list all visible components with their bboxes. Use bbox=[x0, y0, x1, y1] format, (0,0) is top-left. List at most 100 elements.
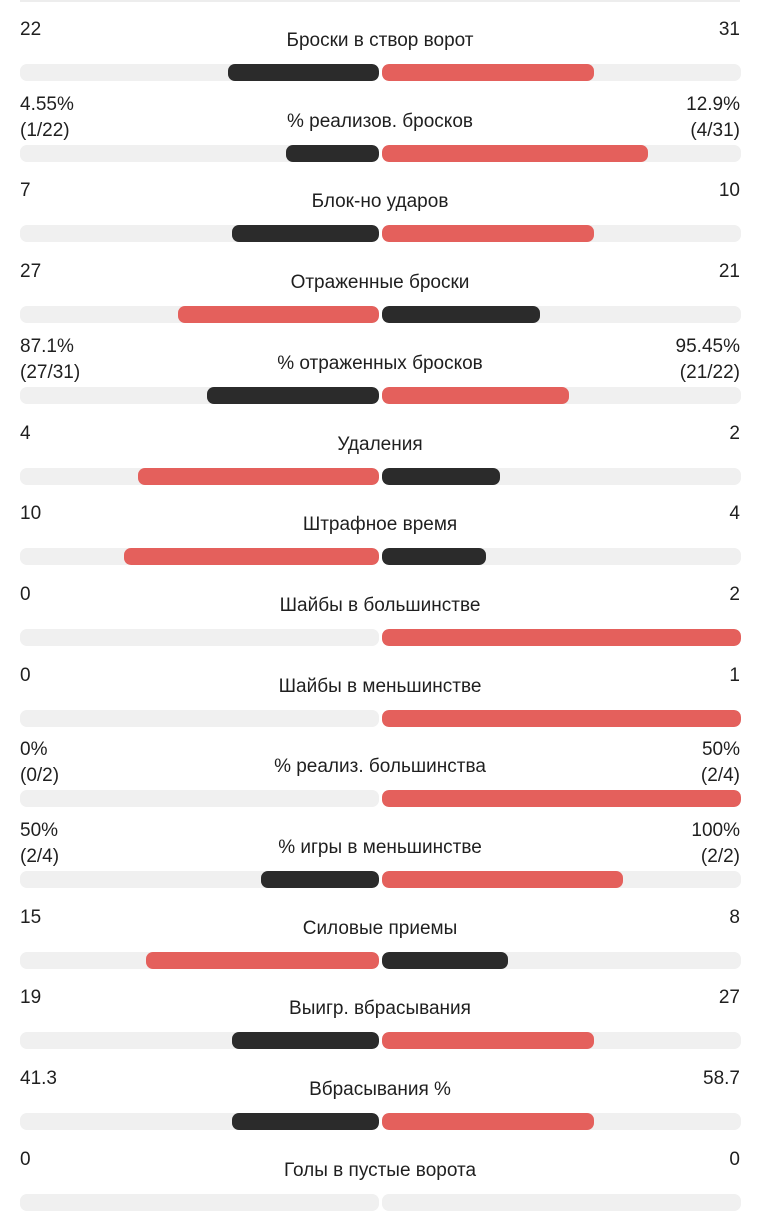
away-value: 31 bbox=[610, 17, 740, 43]
stat-row-15: 0 Голы в пустые ворота 0 bbox=[0, 1141, 760, 1222]
home-value-main: 22 bbox=[20, 19, 42, 40]
away-bar-fill bbox=[382, 790, 741, 808]
away-value-main: 2 bbox=[729, 422, 740, 444]
away-value: 100% (2/2) bbox=[610, 818, 740, 870]
stat-row-13: 19 Выигр. вбрасывания 27 bbox=[0, 979, 760, 1060]
away-value-main: 0 bbox=[729, 1148, 740, 1170]
home-value: 41.3 bbox=[20, 1066, 150, 1092]
home-bar-fill bbox=[231, 225, 379, 243]
home-bar-track bbox=[20, 225, 379, 243]
home-bar-fill bbox=[177, 306, 379, 324]
away-value: 4 bbox=[610, 501, 740, 527]
stat-row-5: 87.1% (27/31)% отраженных бросков 95.45% (2… bbox=[0, 334, 760, 415]
away-value-main: 95.45% bbox=[675, 335, 740, 357]
home-bar-track bbox=[20, 628, 379, 646]
away-value: 1 bbox=[610, 663, 740, 689]
home-value-main: 19 bbox=[20, 987, 42, 1009]
away-value-main: 2 bbox=[729, 583, 740, 605]
home-value-main: 0 bbox=[20, 583, 31, 605]
away-bar-track bbox=[382, 871, 741, 888]
away-bar-track bbox=[382, 709, 741, 727]
away-bar-track bbox=[382, 628, 741, 646]
away-value-main: 8 bbox=[729, 906, 740, 928]
away-bar-fill bbox=[382, 144, 648, 162]
home-bar-fill bbox=[206, 386, 379, 404]
home-value-main: 0 bbox=[20, 664, 31, 686]
away-value: 12.9% (4/31) bbox=[610, 92, 740, 144]
away-value: 8 bbox=[610, 905, 740, 931]
home-bar-track bbox=[20, 64, 379, 81]
away-value-main: 10 bbox=[718, 180, 740, 202]
stat-row-2: 4.55% (1/22)% реализов. бросков 12.9% (4/31… bbox=[0, 92, 760, 173]
away-bar-track bbox=[382, 64, 741, 81]
stat-row-4: 27 Отраженные броски 21 bbox=[0, 253, 760, 334]
home-value-main: 50% bbox=[20, 820, 59, 841]
home-value: 10 bbox=[20, 501, 150, 527]
home-bar-track bbox=[20, 467, 379, 485]
away-bar-fill bbox=[382, 951, 508, 969]
home-value: 4 bbox=[20, 421, 150, 447]
away-bar-track bbox=[382, 144, 741, 162]
away-value-main: 21 bbox=[718, 261, 740, 283]
home-value: 7 bbox=[20, 178, 150, 204]
top-divider bbox=[20, 0, 740, 2]
home-value-main: 0% bbox=[20, 739, 48, 761]
away-value: 27 bbox=[610, 985, 740, 1011]
home-value: 15 bbox=[20, 905, 150, 931]
home-value-detail: (27/31) bbox=[20, 361, 81, 383]
away-bar-track bbox=[382, 548, 741, 566]
home-value: 4.55% (1/22) bbox=[20, 92, 150, 144]
home-bar-track bbox=[20, 306, 379, 324]
away-value-main: 50% bbox=[701, 739, 740, 761]
home-value: 0 bbox=[20, 582, 150, 608]
home-bar-track bbox=[20, 871, 379, 888]
away-bar-track bbox=[382, 951, 741, 969]
away-bar-fill bbox=[382, 386, 569, 404]
home-value-main: 27 bbox=[20, 261, 42, 283]
away-value-main: 31 bbox=[718, 19, 740, 40]
away-bar-track bbox=[382, 1193, 741, 1211]
away-value: 2 bbox=[610, 582, 740, 608]
home-value-detail: (0/2) bbox=[20, 765, 60, 787]
away-value-detail: (2/2) bbox=[700, 846, 740, 867]
home-bar-fill bbox=[231, 1113, 379, 1131]
away-bar-fill bbox=[382, 225, 594, 243]
home-bar-track bbox=[20, 386, 379, 404]
home-bar-fill bbox=[228, 64, 379, 81]
stat-row-10: 0% (0/2)% реализ. большинства 50% (2/4) bbox=[0, 737, 760, 818]
stat-row-1: 22 Броски в створ ворот 31 bbox=[0, 11, 760, 92]
stat-row-6: 4 Удаления 2 bbox=[0, 415, 760, 496]
away-value: 10 bbox=[610, 178, 740, 204]
away-bar-track bbox=[382, 225, 741, 243]
away-bar-fill bbox=[382, 306, 540, 324]
home-value-main: 41.3 bbox=[20, 1068, 57, 1090]
home-value-main: 87.1% bbox=[20, 335, 74, 357]
away-bar-track bbox=[382, 386, 741, 404]
home-bar-fill bbox=[138, 467, 379, 485]
home-value-main: 4 bbox=[20, 422, 31, 444]
away-value: 58.7 bbox=[610, 1066, 740, 1092]
stat-row-9: 0 Шайбы в меньшинстве 1 bbox=[0, 657, 760, 738]
home-value: 22 bbox=[20, 17, 150, 43]
stat-row-8: 0 Шайбы в большинстве 2 bbox=[0, 576, 760, 657]
home-bar-fill bbox=[260, 871, 379, 888]
away-bar-fill bbox=[382, 1113, 594, 1131]
home-bar-track bbox=[20, 1032, 379, 1050]
home-bar-track bbox=[20, 790, 379, 808]
home-value: 50% (2/4) bbox=[20, 818, 150, 870]
away-bar-track bbox=[382, 1032, 741, 1050]
home-value: 87.1% (27/31) bbox=[20, 334, 150, 386]
home-bar-fill bbox=[145, 951, 379, 969]
home-value-main: 0 bbox=[20, 1148, 31, 1170]
home-bar-track bbox=[20, 1113, 379, 1131]
away-bar-track bbox=[382, 790, 741, 808]
home-bar-track bbox=[20, 951, 379, 969]
away-value-main: 4 bbox=[729, 503, 740, 525]
home-bar-track bbox=[20, 548, 379, 566]
home-value-main: 4.55% bbox=[20, 93, 74, 115]
away-value: 95.45% (21/22) bbox=[610, 334, 740, 386]
away-value: 0 bbox=[610, 1147, 740, 1173]
away-bar-track bbox=[382, 1113, 741, 1131]
home-value: 0 bbox=[20, 1147, 150, 1173]
home-value-main: 15 bbox=[20, 906, 42, 928]
